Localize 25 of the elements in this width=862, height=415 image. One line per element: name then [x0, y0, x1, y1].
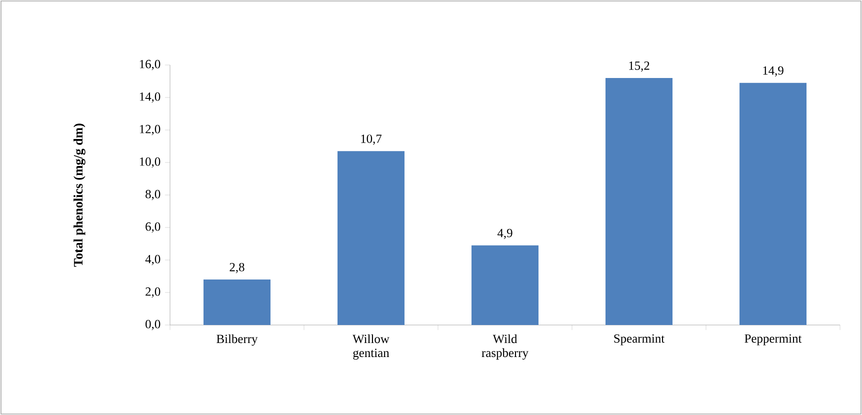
x-tick-label: Peppermint — [744, 334, 802, 346]
y-tick-label: 0,0 — [146, 320, 160, 330]
y-tick-label: 8,0 — [146, 190, 160, 200]
y-tick-label: 6,0 — [146, 222, 160, 233]
data-label: 4,9 — [497, 228, 512, 240]
y-tick-label: 12,0 — [140, 124, 160, 136]
x-tick-label: Spearmint — [614, 334, 665, 346]
data-label: 2,8 — [230, 262, 244, 274]
data-label: 14,9 — [763, 66, 784, 77]
data-label: 10,7 — [361, 134, 382, 145]
x-tick-label: Bilberry — [216, 334, 258, 346]
bar — [472, 245, 539, 325]
y-tick-label: 10,0 — [140, 157, 160, 168]
x-tick-label: Willow gentian — [352, 334, 390, 360]
bar — [204, 280, 270, 325]
x-tick-label: Wild raspberry — [482, 334, 528, 360]
y-tick-label: 16,0 — [140, 60, 160, 70]
y-tick-label: 14,0 — [140, 92, 160, 103]
data-label: 15,2 — [629, 61, 650, 72]
y-axis-title: Total phenolics (mg/g dm) — [74, 124, 86, 267]
bar — [338, 151, 405, 325]
bar — [606, 78, 673, 325]
y-tick-label: 2,0 — [146, 287, 160, 298]
bar — [740, 82, 807, 325]
y-tick-label: 4,0 — [145, 254, 160, 266]
